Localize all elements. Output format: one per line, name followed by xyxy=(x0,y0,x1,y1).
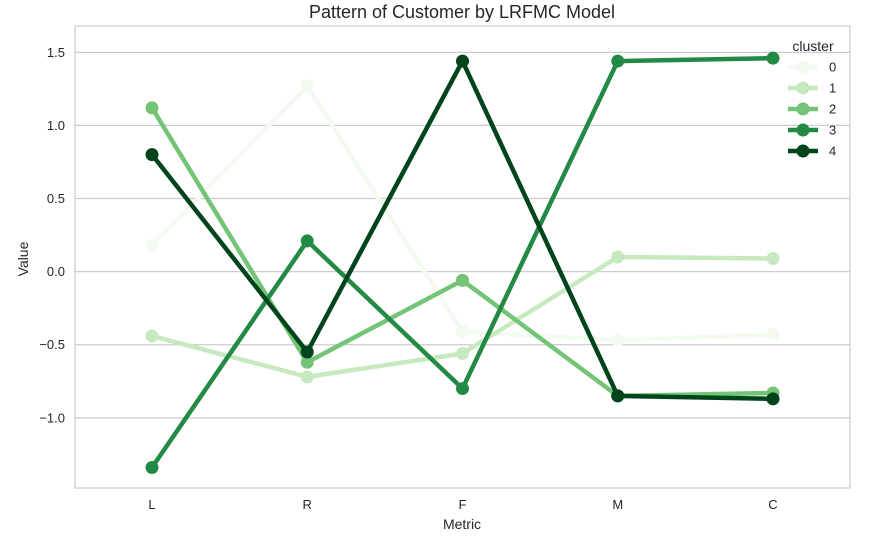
y-axis-ticks: −1.0 −0.5 0.0 0.5 1.0 1.5 xyxy=(39,45,65,426)
legend-label: 0 xyxy=(829,60,836,75)
data-point xyxy=(766,392,780,406)
legend-item-2: 2 xyxy=(788,102,836,117)
x-axis-label: Metric xyxy=(443,516,481,532)
x-tick-label: M xyxy=(612,497,623,512)
y-tick-label: −1.0 xyxy=(39,410,65,425)
data-point xyxy=(456,54,469,68)
series-1 xyxy=(145,250,780,384)
y-tick-label: 1.5 xyxy=(47,45,65,60)
y-tick-label: −0.5 xyxy=(39,337,65,352)
legend-label: 1 xyxy=(829,81,836,96)
y-tick-label: 1.0 xyxy=(47,118,65,133)
data-point xyxy=(611,333,625,347)
y-axis-label: Value xyxy=(15,241,31,276)
data-point xyxy=(766,251,780,265)
data-point xyxy=(456,273,469,287)
data-point xyxy=(300,370,314,384)
plot-area-frame xyxy=(74,25,851,489)
legend-label: 3 xyxy=(829,123,836,138)
series-line xyxy=(149,83,776,343)
chart-title: Pattern of Customer by LRFMC Model xyxy=(309,2,615,22)
x-tick-label: L xyxy=(148,497,155,512)
data-point xyxy=(611,250,625,264)
x-tick-label: F xyxy=(459,497,467,512)
legend-marker xyxy=(796,60,810,74)
data-point xyxy=(611,389,625,403)
data-point xyxy=(300,234,314,248)
legend-marker xyxy=(796,144,810,158)
series-4 xyxy=(145,54,780,406)
legend-label: 2 xyxy=(829,102,836,117)
data-point xyxy=(145,329,159,343)
series-layer xyxy=(145,51,780,475)
data-point xyxy=(300,345,314,359)
data-point xyxy=(766,51,780,65)
legend-label: 4 xyxy=(829,144,836,159)
series-3 xyxy=(145,51,780,475)
legend-title: cluster xyxy=(792,38,834,54)
x-tick-label: R xyxy=(303,497,312,512)
data-point xyxy=(145,238,159,252)
legend-marker xyxy=(796,123,810,137)
data-point xyxy=(300,355,314,369)
data-point xyxy=(145,461,159,475)
y-tick-label: 0.5 xyxy=(47,191,65,206)
data-point xyxy=(145,101,159,115)
legend-item-4: 4 xyxy=(788,144,836,159)
data-point xyxy=(766,327,780,341)
data-point xyxy=(456,382,469,396)
legend-marker xyxy=(796,102,810,116)
legend: cluster 0 1 2 3 4 xyxy=(788,38,836,159)
data-point xyxy=(611,54,625,68)
y-tick-label: 0.0 xyxy=(47,264,65,279)
data-point xyxy=(456,346,469,360)
x-tick-label: C xyxy=(768,497,777,512)
data-point xyxy=(145,148,159,162)
legend-item-1: 1 xyxy=(788,81,836,96)
data-point xyxy=(300,79,314,93)
data-point xyxy=(456,325,469,339)
legend-marker xyxy=(796,81,810,95)
legend-item-3: 3 xyxy=(788,123,836,138)
legend-item-0: 0 xyxy=(788,60,836,75)
series-0 xyxy=(145,79,780,347)
y-gridlines xyxy=(75,51,850,419)
